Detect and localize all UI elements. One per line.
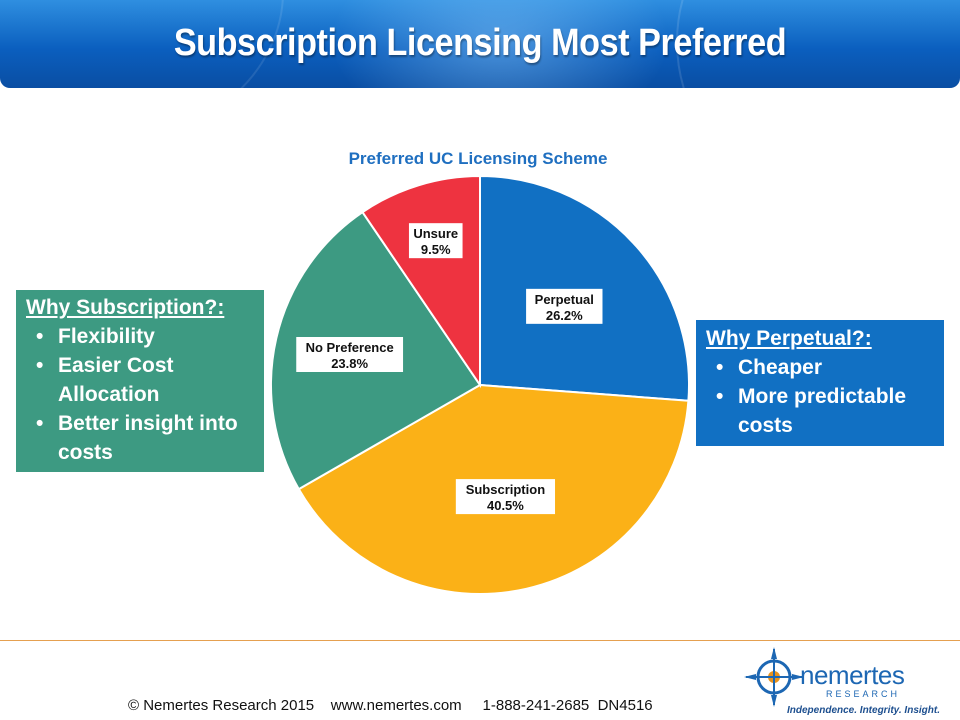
- list-item: Easier Cost Allocation: [26, 351, 256, 409]
- chart-title: Preferred UC Licensing Scheme: [349, 149, 608, 168]
- slice-value: 23.8%: [331, 356, 368, 371]
- list-item: Cheaper: [706, 353, 936, 382]
- pie-chart: Preferred UC Licensing Scheme Perpetual2…: [270, 149, 690, 595]
- slice-value: 40.5%: [487, 498, 524, 513]
- pie-slice-perpetual: [479, 174, 690, 402]
- why-perpetual-box: Why Perpetual?: Cheaper More predictable…: [696, 320, 944, 446]
- nemertes-logo-icon: [744, 647, 804, 707]
- slice-label: Unsure: [413, 226, 458, 241]
- slice-value: 9.5%: [421, 242, 451, 257]
- logo-subtitle: RESEARCH: [826, 689, 901, 699]
- why-perpetual-heading: Why Perpetual?:: [706, 327, 872, 350]
- logo-tagline: Independence. Integrity. Insight.: [787, 705, 940, 716]
- footer-text: © Nemertes Research 2015 www.nemertes.co…: [128, 697, 653, 714]
- list-item: Flexibility: [26, 322, 256, 351]
- footer-divider: [0, 640, 960, 641]
- slice-label: Subscription: [466, 482, 546, 497]
- why-subscription-list: Flexibility Easier Cost Allocation Bette…: [26, 322, 256, 467]
- why-subscription-heading: Why Subscription?:: [26, 296, 225, 319]
- logo-name: nemertes: [800, 660, 905, 690]
- slice-value: 26.2%: [546, 308, 583, 323]
- banner-ring-right: [676, 0, 960, 88]
- title-banner: Subscription Licensing Most Preferred: [0, 0, 960, 88]
- slice-label: No Preference: [306, 340, 394, 355]
- pie-slices: [270, 174, 690, 595]
- why-subscription-box: Why Subscription?: Flexibility Easier Co…: [16, 290, 264, 472]
- why-perpetual-list: Cheaper More predictable costs: [706, 353, 936, 440]
- list-item: More predictable costs: [706, 382, 936, 440]
- slice-label: Perpetual: [535, 292, 594, 307]
- list-item: Better insight into costs: [26, 409, 256, 467]
- slide-title: Subscription Licensing Most Preferred: [173, 22, 787, 64]
- banner-glow: [330, 0, 670, 88]
